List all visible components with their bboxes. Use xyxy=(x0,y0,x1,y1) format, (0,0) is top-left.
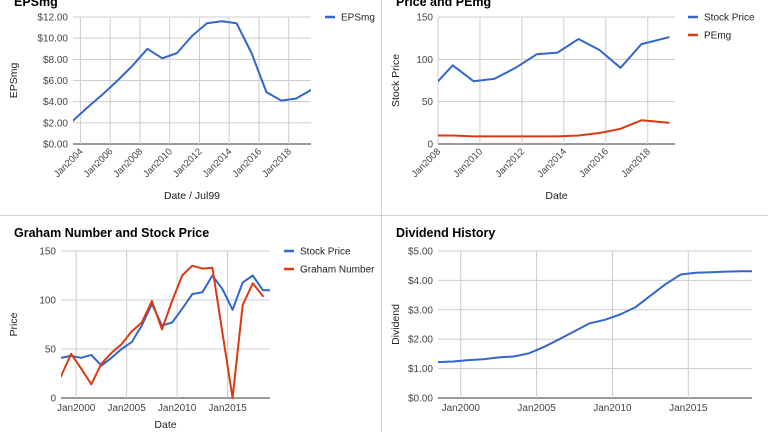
price-pe-chart-panel: Price and PEmg 0 50 100 150 Jan2008 Jan2010 Jan… xyxy=(382,0,768,215)
x-tick-label: Jan2018 xyxy=(260,146,294,180)
x-tick-label: Jan2000 xyxy=(442,403,481,414)
graham-chart: Graham Number and Stock Price 0 50 100 150 Ja… xyxy=(8,226,375,431)
series-line-stock-price xyxy=(61,274,270,367)
x-tick-label: Jan2006 xyxy=(82,146,116,180)
legend-label: PEmg xyxy=(704,31,731,42)
y-tick-label: $1.00 xyxy=(408,364,433,375)
series-line-series xyxy=(438,270,752,364)
legend-label: EPSmg xyxy=(341,13,375,24)
x-tick-label: Jan2018 xyxy=(619,146,653,180)
eps-chart: EPSmg $0.00 $2.00 $4.00 $6.00 $8.00 $10.00 $12.… xyxy=(8,0,375,202)
x-tick-label: Jan2014 xyxy=(535,146,569,180)
y-tick-label: $12.00 xyxy=(37,13,68,24)
y-tick-label: 0 xyxy=(50,394,56,405)
chart-title: Dividend History xyxy=(396,226,495,240)
x-tick-label: Jan2010 xyxy=(593,403,632,414)
x-tick-label: Jan2008 xyxy=(112,146,146,180)
y-tick-label: $5.00 xyxy=(408,247,433,258)
x-tick-label: Jan2004 xyxy=(52,146,86,180)
series-line-pemg xyxy=(438,119,670,138)
y-axis-label: Price xyxy=(8,312,20,336)
dividend-chart: Dividend History $0.00 $1.00 $2.00 $3.00 $4.0… xyxy=(390,226,752,414)
horizontal-divider xyxy=(0,215,768,216)
y-tick-label: $3.00 xyxy=(408,305,433,316)
x-tick-label: Jan2005 xyxy=(107,403,146,414)
chart-title: Price and PEmg xyxy=(396,0,491,9)
y-tick-label: $2.00 xyxy=(408,335,433,346)
x-tick-label: Jan2010 xyxy=(141,146,175,180)
chart-title: Graham Number and Stock Price xyxy=(14,226,209,240)
legend-label: Stock Price xyxy=(704,13,755,24)
x-tick-label: Jan2012 xyxy=(171,146,205,180)
series-line-epsmg xyxy=(73,20,311,122)
x-tick-label: Jan2014 xyxy=(201,146,235,180)
y-tick-label: 0 xyxy=(427,140,433,151)
legend-label: Stock Price xyxy=(300,247,351,258)
y-tick-label: 100 xyxy=(416,55,433,66)
y-tick-label: 50 xyxy=(45,345,57,356)
x-tick-label: Jan2010 xyxy=(452,146,486,180)
y-axis-label: Dividend xyxy=(390,304,402,345)
chart-title: EPSmg xyxy=(14,0,58,9)
eps-chart-panel: EPSmg $0.00 $2.00 $4.00 $6.00 $8.00 $10.00 $12.… xyxy=(0,0,381,215)
y-axis-label: EPSmg xyxy=(8,63,20,99)
y-tick-label: $0.00 xyxy=(408,394,433,405)
x-tick-label: Jan2008 xyxy=(410,146,444,180)
y-tick-label: $0.00 xyxy=(43,140,68,151)
x-axis-label: Date xyxy=(545,190,567,202)
y-tick-label: $2.00 xyxy=(43,118,68,129)
y-tick-label: $8.00 xyxy=(43,55,68,66)
x-axis-label: Date / Jul99 xyxy=(164,190,220,202)
legend-label: Graham Number xyxy=(300,265,375,276)
y-tick-label: 150 xyxy=(416,13,433,24)
y-tick-label: $6.00 xyxy=(43,76,68,87)
y-tick-label: 100 xyxy=(39,296,56,307)
x-tick-label: Jan2015 xyxy=(208,403,247,414)
y-tick-label: $10.00 xyxy=(37,34,68,45)
x-tick-label: Jan2015 xyxy=(669,403,708,414)
x-tick-label: Jan2000 xyxy=(57,403,96,414)
y-tick-label: 150 xyxy=(39,247,56,258)
series-line-graham-number xyxy=(61,264,264,399)
x-tick-label: Jan2016 xyxy=(577,146,611,180)
vertical-divider xyxy=(381,0,382,432)
x-tick-label: Jan2005 xyxy=(517,403,556,414)
graham-chart-panel: Graham Number and Stock Price 0 50 100 150 Ja… xyxy=(0,216,381,432)
x-axis-label: Date xyxy=(154,419,176,431)
y-tick-label: $4.00 xyxy=(408,276,433,287)
dividend-chart-panel: Dividend History $0.00 $1.00 $2.00 $3.00 $4.0… xyxy=(382,216,768,432)
y-tick-label: $4.00 xyxy=(43,97,68,108)
x-tick-label: Jan2012 xyxy=(493,146,527,180)
series-line-stock-price xyxy=(438,36,670,83)
x-tick-label: Jan2016 xyxy=(231,146,265,180)
y-tick-label: 50 xyxy=(422,97,434,108)
x-tick-label: Jan2010 xyxy=(158,403,197,414)
y-axis-label: Stock Price xyxy=(390,54,402,107)
